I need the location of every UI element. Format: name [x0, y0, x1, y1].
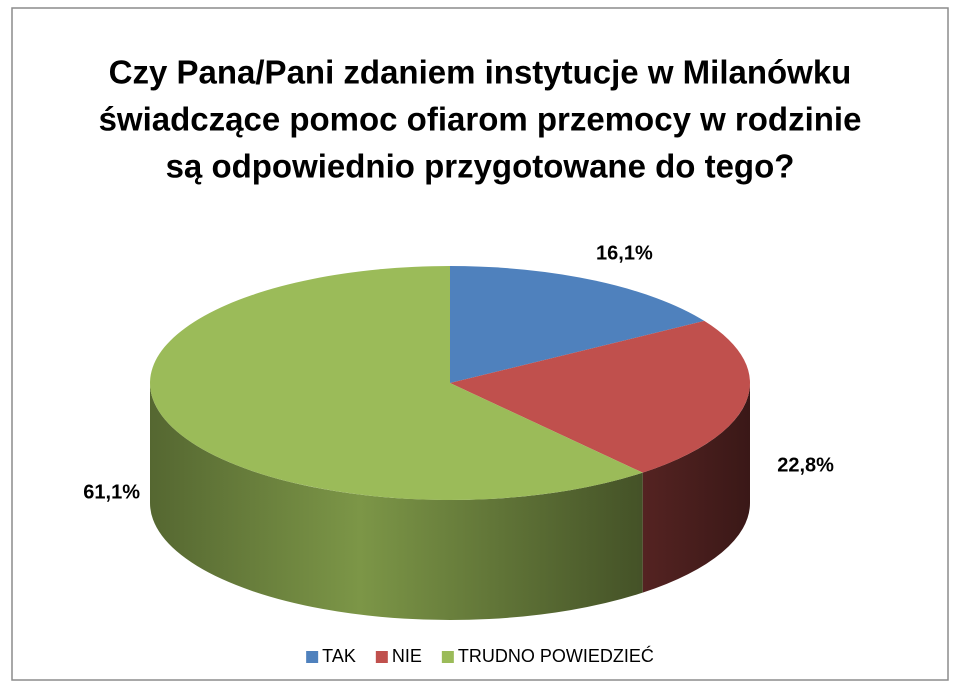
slice-side — [150, 383, 643, 620]
slice — [450, 266, 705, 383]
legend-label: TRUDNO POWIEDZIEĆ — [458, 645, 654, 666]
value-label: 61,1% — [83, 482, 140, 504]
chart-title: są odpowiednio przygotowane do tego? — [166, 148, 795, 185]
legend-swatch — [375, 651, 388, 663]
value-label: 22,8% — [777, 454, 834, 476]
chart-title: świadczące pomoc ofiarom przemocy w rodz… — [99, 101, 862, 138]
legend-swatch — [306, 651, 319, 663]
legend-swatch — [441, 651, 454, 663]
legend-label: TAK — [322, 646, 356, 666]
legend-label: NIE — [392, 646, 422, 666]
chart-title: Czy Pana/Pani zdaniem instytucje w Milan… — [109, 54, 852, 91]
slice — [149, 266, 643, 501]
slice-side — [642, 383, 750, 593]
value-label: 16,1% — [596, 243, 653, 265]
slice — [450, 320, 751, 473]
